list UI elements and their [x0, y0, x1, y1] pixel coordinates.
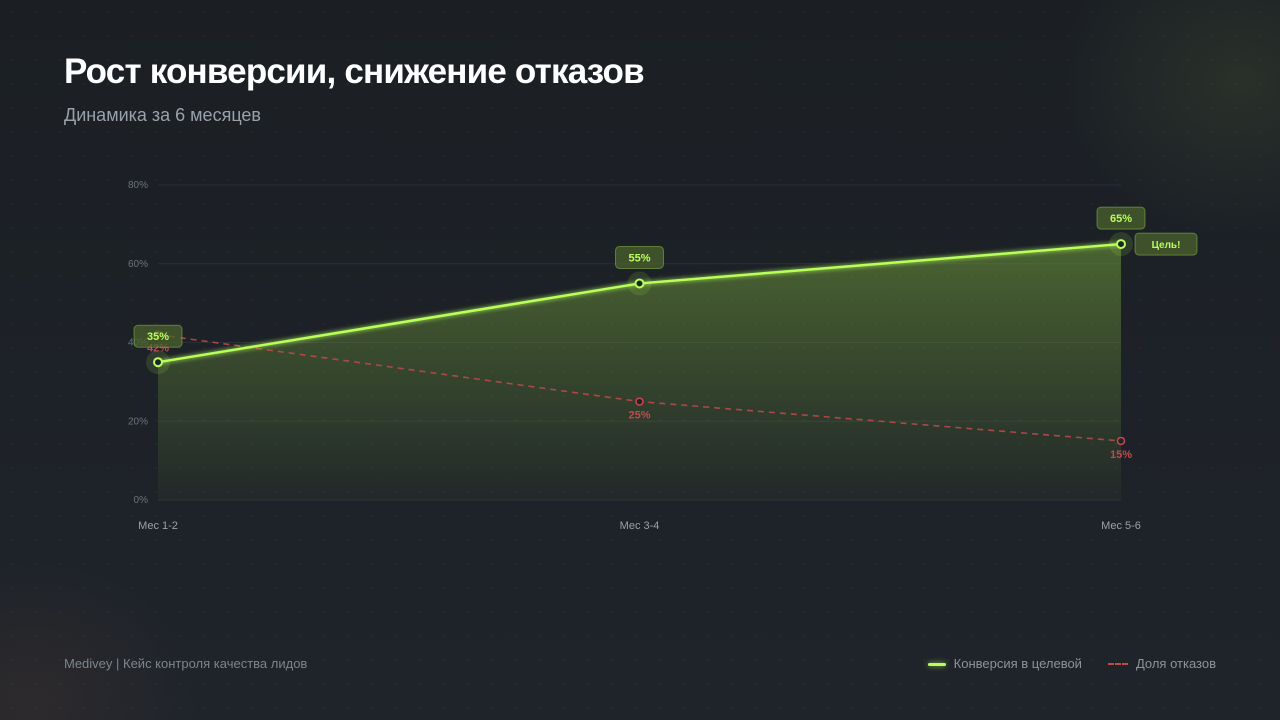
goal-annotation-box	[1134, 232, 1198, 256]
conversion-label-box	[1096, 206, 1146, 230]
footer-caption: Medivey | Кейс контроля качества лидов	[64, 656, 308, 671]
goal-annotation-label: Цель!	[1152, 240, 1181, 251]
x-tick-label: Мес 3-4	[620, 520, 660, 532]
legend-swatch-dashed	[1107, 663, 1128, 665]
conversion-data-label: 55%	[628, 252, 650, 264]
bounce-data-label: 25%	[628, 410, 650, 422]
x-tick-label: Мес 1-2	[138, 520, 178, 532]
legend-item-conversion: Конверсия в целевой	[927, 656, 1082, 672]
legend-swatch-solid	[927, 662, 946, 666]
y-tick-label: 20%	[128, 416, 148, 427]
y-tick-label: 60%	[128, 259, 148, 270]
y-tick-label: 0%	[134, 495, 149, 506]
chart-legend: Конверсия в целевой Доля отказов	[927, 656, 1216, 672]
conversion-label-box	[615, 245, 664, 269]
page-subtitle: Динамика за 6 месяцев	[64, 105, 261, 125]
legend-item-bounce: Доля отказов	[1107, 656, 1216, 672]
legend-label-bounce: Доля отказов	[1135, 656, 1216, 671]
bounce-data-label: 15%	[1110, 449, 1132, 461]
y-tick-label: 80%	[128, 180, 148, 191]
conversion-data-label: 35%	[147, 331, 169, 343]
legend-label-conversion: Конверсия в целевой	[953, 656, 1082, 671]
conversion-point	[1116, 239, 1126, 250]
conversion-point	[153, 357, 163, 368]
page-title: Рост конверсии, снижение отказов	[64, 52, 645, 91]
conversion-area	[158, 244, 1121, 500]
conversion-data-label: 65%	[1110, 213, 1132, 225]
x-tick-label: Мес 5-6	[1101, 520, 1141, 532]
bounce-point	[635, 397, 644, 406]
bounce-point	[1116, 436, 1126, 446]
conversion-point	[634, 278, 645, 289]
conversion-label-box	[133, 324, 183, 348]
